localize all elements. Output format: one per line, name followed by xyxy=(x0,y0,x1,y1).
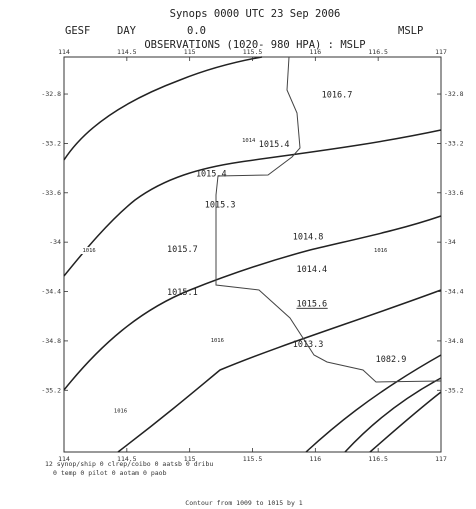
lon-label-bottom: 115.5 xyxy=(243,455,263,463)
lon-label-top: 117 xyxy=(435,48,447,56)
lat-label-left: -32.8 xyxy=(41,90,61,98)
station-pressure-value: 1014.4 xyxy=(296,265,327,275)
isobar-line xyxy=(63,56,263,161)
station-pressure-value: 1015.3 xyxy=(205,201,236,211)
contour-label-bg xyxy=(240,137,257,145)
period-label: DAY xyxy=(117,25,137,37)
lon-label-bottom: 116.5 xyxy=(368,455,388,463)
lon-label-bottom: 117 xyxy=(435,455,447,463)
contour-label-bg xyxy=(112,407,129,415)
isobar-line xyxy=(117,289,442,453)
lon-label-top: 114 xyxy=(58,48,70,56)
station-pressure-value: 1014.8 xyxy=(293,233,324,243)
isobar-line xyxy=(305,354,442,453)
lon-label-bottom: 115 xyxy=(184,455,196,463)
lon-label-bottom: 114.5 xyxy=(117,455,137,463)
contour-value-label: 1016 xyxy=(374,248,387,254)
station-pressure-value: 1015.4 xyxy=(196,170,227,180)
axis-ticks xyxy=(63,57,442,452)
model-label: GESF xyxy=(65,25,90,37)
legend-line-1: 12 synop/ship 0 clrep/coibo 0 aatsb 0 dr… xyxy=(45,460,213,468)
field-label: MSLP xyxy=(398,25,423,37)
coastline xyxy=(215,56,442,383)
isobar-line xyxy=(344,377,442,453)
axis-labels: 114 114 114.5 114.5 115 115 115.5 115.5 116 116 11… xyxy=(41,48,463,463)
contour-value-label: 1016 xyxy=(83,248,96,254)
lat-label-left: -33.2 xyxy=(41,139,61,147)
lat-label-left: -35.2 xyxy=(41,386,61,394)
lat-label-right: -34.8 xyxy=(444,337,464,345)
map-frame xyxy=(63,56,442,453)
contour-note: Contour from 1009 to 1015 by 1 xyxy=(185,499,302,507)
isobar-contours xyxy=(63,56,442,453)
map-title: Synops 0000 UTC 23 Sep 2006 xyxy=(170,8,341,20)
legend-line-2: 0 temp 0 pilot 0 aotam 0 paob xyxy=(53,469,167,477)
station-pressure-value: 1015.7 xyxy=(167,245,198,255)
lon-label-top: 115.5 xyxy=(243,48,263,56)
lat-label-left: -33.6 xyxy=(41,189,61,197)
value-label: 0.0 xyxy=(187,25,206,37)
lat-label-left: -34.4 xyxy=(41,288,61,296)
lat-label-left: -34 xyxy=(49,238,61,246)
contour-label-bg xyxy=(209,337,226,345)
isobar-line xyxy=(369,391,442,453)
contour-labels: 1014 1016 1016 1016 1016 xyxy=(80,137,389,415)
lat-label-right: -33.2 xyxy=(444,139,464,147)
station-pressure-value: 1082.9 xyxy=(376,355,407,365)
lat-label-right: -34.4 xyxy=(444,288,464,296)
lon-label-top: 116.5 xyxy=(368,48,388,56)
station-pressure-value: 1013.3 xyxy=(293,340,324,350)
contour-value-label: 1014 xyxy=(242,138,256,144)
station-pressure-value: 1015.1 xyxy=(167,288,198,298)
isobar-line xyxy=(63,129,442,277)
lat-label-left: -34.8 xyxy=(41,337,61,345)
station-pressure-value: 1015.6 xyxy=(296,299,327,309)
lat-label-right: -35.2 xyxy=(444,386,464,394)
station-pressure-value: 1016.7 xyxy=(322,91,353,101)
lon-label-top: 115 xyxy=(184,48,196,56)
lon-label-bottom: 116 xyxy=(309,455,321,463)
lat-label-right: -32.8 xyxy=(444,90,464,98)
lat-label-right: -33.6 xyxy=(444,189,464,197)
lon-label-top: 116 xyxy=(309,48,321,56)
contour-label-bg xyxy=(80,247,98,255)
lon-label-top: 114.5 xyxy=(117,48,137,56)
lon-label-bottom: 114 xyxy=(58,455,70,463)
isobar-line xyxy=(63,215,442,391)
station-observations: 1016.7 1015.4 1015.4 1015.3 1014.8 1015.7 1014… xyxy=(167,91,406,365)
contour-value-label: 1016 xyxy=(114,409,127,415)
lat-label-right: -34 xyxy=(444,238,456,246)
contour-label-bg xyxy=(372,247,389,255)
observations-subtitle: OBSERVATIONS (1020- 980 HPA) : MSLP xyxy=(144,39,365,51)
station-pressure-value: 1015.4 xyxy=(259,140,290,150)
contour-value-label: 1016 xyxy=(211,338,224,344)
